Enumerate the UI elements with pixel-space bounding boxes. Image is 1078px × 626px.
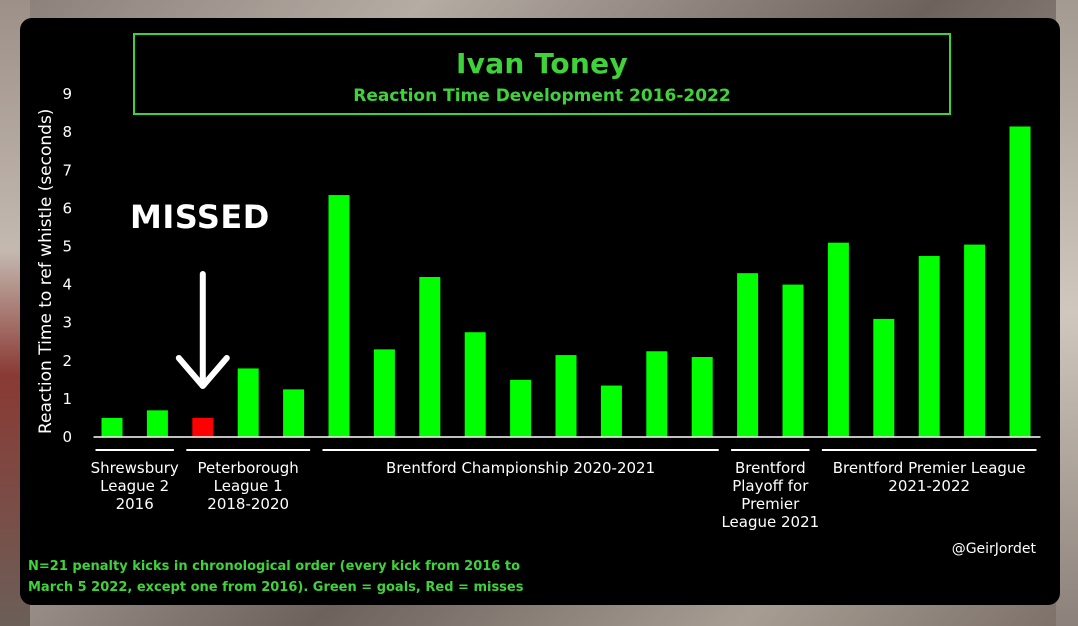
- y-tick-label: 4: [62, 276, 72, 294]
- group-label-line: League 1: [213, 477, 283, 495]
- bar-goal: [373, 349, 395, 437]
- bar-goal: [101, 417, 123, 437]
- group-label-line: 2018-2020: [207, 495, 290, 513]
- bar-goal: [737, 273, 759, 437]
- bar-goal: [510, 379, 532, 437]
- group-label-line: League 2: [100, 477, 170, 495]
- bar-goal: [283, 389, 305, 437]
- chart-title: Ivan Toney: [455, 47, 629, 80]
- group-label: Brentford Playoff for Premier League 2021: [715, 459, 825, 531]
- group-label-line: 2021-2022: [888, 477, 971, 495]
- bar-goal: [1009, 126, 1031, 438]
- bar-goal: [419, 276, 441, 437]
- group-label-line: Brentford Premier League: [832, 459, 1026, 477]
- footnote-line-2: March 5 2022, except one from 2016). Gre…: [28, 580, 524, 595]
- footnote-line-1: N=21 penalty kicks in chronological orde…: [28, 559, 521, 574]
- bar-goal: [328, 195, 350, 437]
- y-tick-label: 1: [62, 390, 72, 408]
- bar-goal: [464, 332, 486, 437]
- y-tick-label: 0: [62, 428, 72, 446]
- bar-chart: 0 1 2 3 4 5 6 7 8 9: [62, 85, 1041, 451]
- group-label: Brentford Championship 2020-2021: [351, 459, 691, 477]
- group-label-line: Brentford: [734, 459, 806, 477]
- background-right: [1056, 0, 1078, 626]
- bar-goal: [691, 356, 713, 437]
- y-tick-label: 9: [62, 85, 72, 103]
- bar-goal: [964, 244, 986, 437]
- y-tick-label: 8: [62, 123, 72, 141]
- bar-goal: [146, 410, 168, 437]
- y-tick-label: 5: [62, 238, 72, 256]
- title-box: Ivan Toney Reaction Time Development 201…: [133, 33, 951, 115]
- group-label-line: League 2021: [721, 513, 820, 531]
- bar-goal: [555, 355, 577, 437]
- credit: @GeirJordet: [951, 541, 1036, 557]
- group-label-line: Playoff for: [732, 477, 809, 495]
- bar-miss: [192, 417, 214, 437]
- group-label-line: Brentford Championship 2020-2021: [386, 459, 656, 477]
- y-tick-label: 3: [62, 314, 72, 332]
- group-label-line: Peterborough: [197, 459, 299, 477]
- bar-goal: [827, 242, 849, 437]
- missed-annotation: MISSED: [130, 198, 270, 236]
- group-label: Shrewsbury League 2 2016: [80, 459, 190, 513]
- footnote: N=21 penalty kicks in chronological orde…: [28, 556, 548, 598]
- bar-goal: [782, 284, 804, 437]
- y-tick-label: 2: [62, 352, 72, 370]
- y-tick-label: 7: [62, 161, 72, 179]
- bar-goal: [237, 368, 259, 437]
- chart-subtitle: Reaction Time Development 2016-2022: [353, 86, 731, 106]
- group-label-line: Shrewsbury: [90, 459, 179, 477]
- y-tick-label: 6: [62, 199, 72, 217]
- group-label: Brentford Premier League 2021-2022: [819, 459, 1039, 495]
- bar-goal: [873, 318, 895, 437]
- chart-panel: Ivan Toney Reaction Time Development 201…: [20, 18, 1060, 605]
- bar-goal: [646, 351, 668, 437]
- bar-goal: [600, 385, 622, 437]
- missed-arrow-icon: [175, 271, 230, 389]
- group-label-line: 2016: [115, 495, 154, 513]
- group-label: Peterborough League 1 2018-2020: [188, 459, 308, 513]
- bar-goal: [918, 256, 940, 437]
- group-label-line: Premier: [741, 495, 800, 513]
